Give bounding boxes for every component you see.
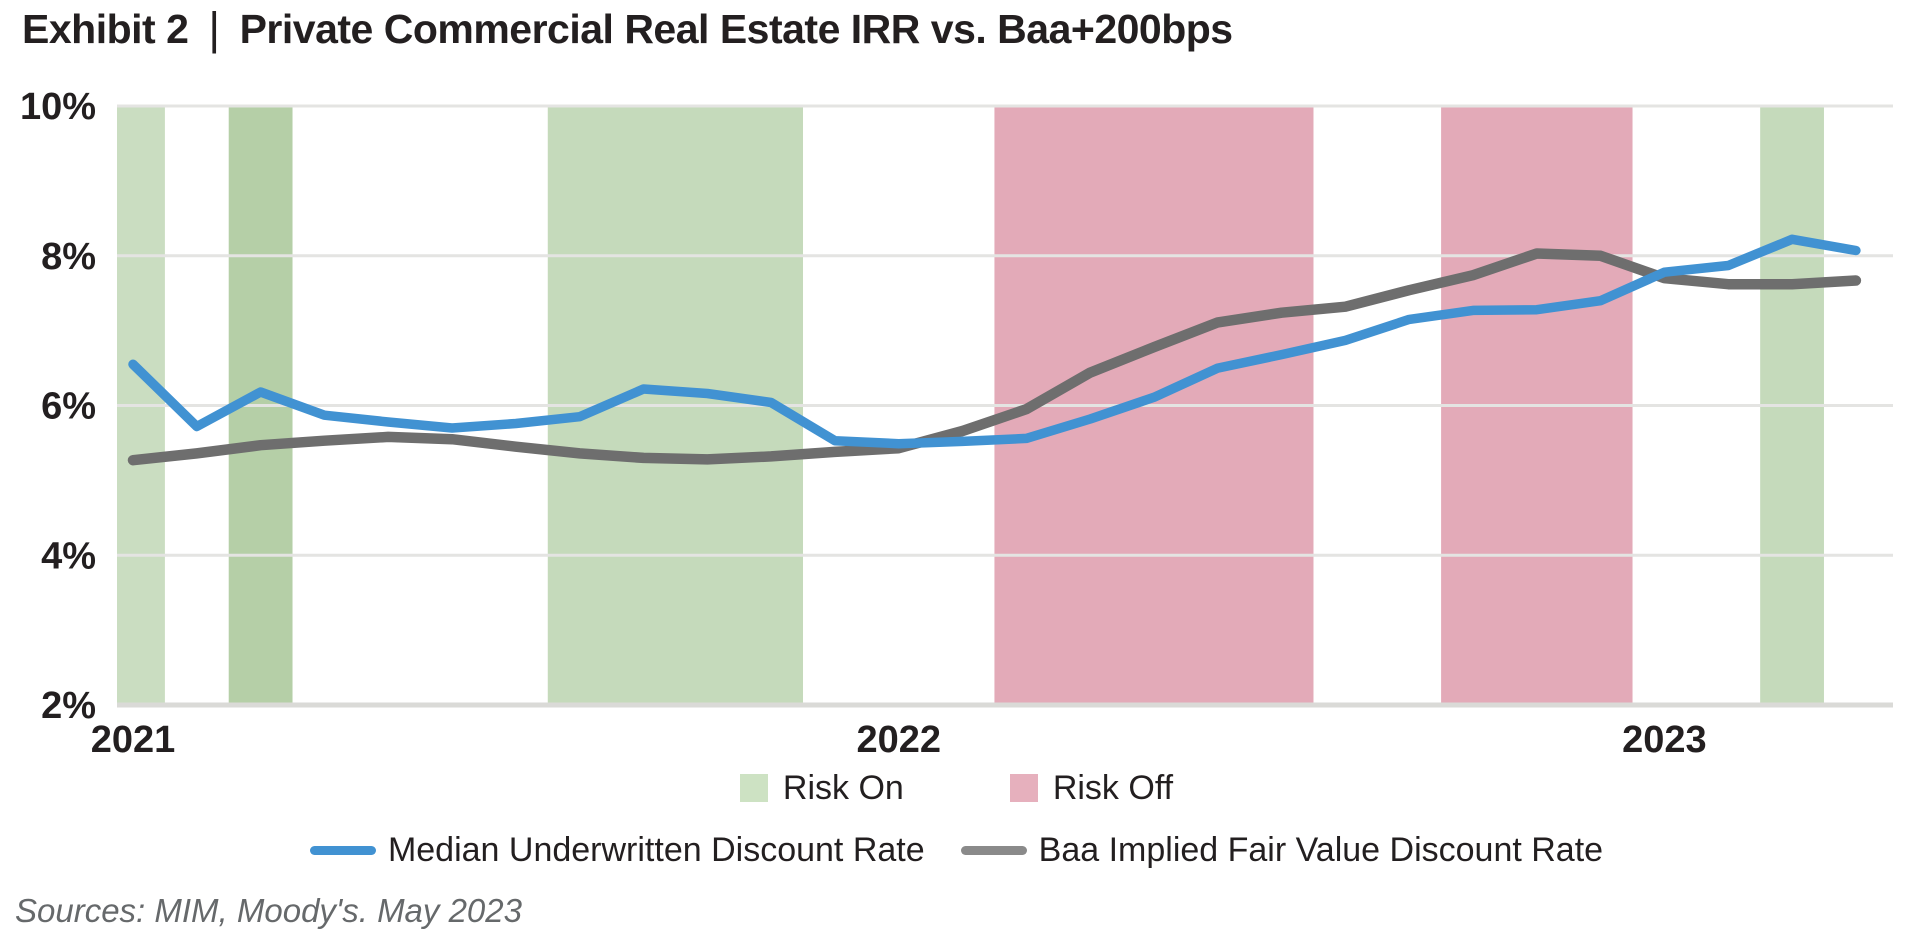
page-title: Exhibit 2 | Private Commercial Real Estate… — [22, 0, 1233, 56]
x-axis-label: 2021 — [91, 719, 176, 761]
title-exhibit-number: Exhibit 2 — [22, 6, 189, 52]
y-axis-label: 10% — [20, 86, 96, 128]
x-axis-label: 2023 — [1622, 719, 1707, 761]
median-underwritten-label: Median Underwritten Discount Rate — [387, 830, 925, 869]
source-note: Sources: MIM, Moody's. May 2023 — [15, 892, 522, 929]
blue-line-swatch — [309, 845, 376, 855]
y-axis-label: 2% — [41, 685, 96, 727]
legend-item-baa-implied: Baa Implied Fair Value Discount Rate — [960, 830, 1604, 870]
median-underwritten-line — [128, 234, 1861, 449]
gray-line-swatch — [960, 845, 1027, 855]
legend-series-row: Median Underwritten Discount Rate Baa Im… — [0, 830, 1913, 870]
legend-item-median-underwritten: Median Underwritten Discount Rate — [309, 830, 925, 870]
risk-on-label: Risk On — [782, 768, 904, 807]
risk-off-label: Risk Off — [1052, 768, 1174, 807]
legend-item-risk-on: Risk On — [739, 768, 904, 808]
y-axis-label: 6% — [41, 386, 96, 428]
legend-bands-row: Risk On Risk Off — [0, 768, 1913, 808]
x-axis-label: 2022 — [856, 719, 941, 761]
risk-off-swatch — [1009, 774, 1038, 802]
baa-implied-label: Baa Implied Fair Value Discount Rate — [1038, 830, 1604, 869]
title-text: Private Commercial Real Estate IRR vs. B… — [239, 6, 1234, 52]
baa-implied-line — [127, 248, 1862, 466]
y-axis-label: 8% — [41, 236, 96, 278]
y-axis-label: 4% — [41, 535, 96, 577]
risk-on-swatch — [739, 774, 768, 802]
title-separator: | — [208, 3, 220, 54]
legend-item-risk-off: Risk Off — [1009, 768, 1174, 808]
